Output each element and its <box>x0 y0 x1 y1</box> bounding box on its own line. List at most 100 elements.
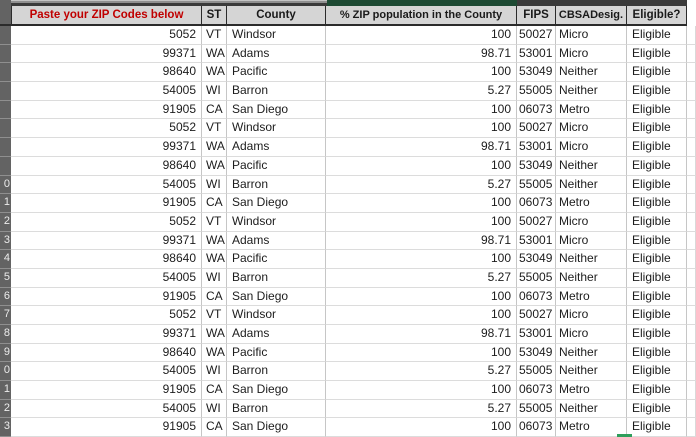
cell-eligible[interactable]: Eligible <box>627 156 687 176</box>
cell-county[interactable]: San Diego <box>227 194 326 213</box>
cell-empty[interactable] <box>687 231 696 251</box>
cell-empty[interactable] <box>687 306 696 325</box>
cell-zip[interactable]: 5052 <box>11 26 202 45</box>
cell-empty[interactable] <box>687 82 696 101</box>
cell-zip[interactable]: 54005 <box>11 82 202 101</box>
cell-zip[interactable]: 91905 <box>11 100 202 120</box>
cell-cbsa[interactable]: Micro <box>556 306 627 325</box>
cell-fips[interactable]: 50027 <box>517 212 556 232</box>
cell-county[interactable]: Barron <box>227 362 326 382</box>
cell-zip[interactable]: 99371 <box>11 231 202 251</box>
cell-pct[interactable]: 98.71 <box>326 44 517 64</box>
cell-cbsa[interactable]: Metro <box>556 194 627 213</box>
cell-fips[interactable]: 06073 <box>517 381 556 400</box>
cell-state[interactable]: WA <box>202 231 227 251</box>
cell-empty[interactable] <box>687 381 696 400</box>
cell-zip[interactable]: 5052 <box>11 119 202 139</box>
cell-empty[interactable] <box>687 175 696 195</box>
cell-pct[interactable]: 100 <box>326 63 517 83</box>
cell-pct[interactable]: 100 <box>326 250 517 269</box>
cell-eligible[interactable]: Eligible <box>627 418 687 437</box>
cell-zip[interactable]: 5052 <box>11 306 202 325</box>
cell-pct[interactable]: 100 <box>326 381 517 400</box>
column-header-zip[interactable]: Paste your ZIP Codes below <box>11 6 202 26</box>
cell-eligible[interactable]: Eligible <box>627 100 687 120</box>
cell-eligible[interactable]: Eligible <box>627 194 687 213</box>
cell-state[interactable]: WI <box>202 362 227 382</box>
cell-empty[interactable] <box>687 119 696 139</box>
cell-state[interactable]: WA <box>202 250 227 269</box>
row-number-cell[interactable] <box>0 100 11 120</box>
cell-county[interactable]: Windsor <box>227 306 326 325</box>
cell-cbsa[interactable]: Neither <box>556 399 627 419</box>
cell-pct[interactable]: 100 <box>326 418 517 437</box>
cell-county[interactable]: Barron <box>227 82 326 101</box>
cell-eligible[interactable]: Eligible <box>627 287 687 307</box>
row-number-cell[interactable]: 4 <box>0 250 11 269</box>
row-number-cell[interactable]: 3 <box>0 418 11 437</box>
cell-empty[interactable] <box>687 287 696 307</box>
cell-fips[interactable]: 53049 <box>517 63 556 83</box>
cell-zip[interactable]: 98640 <box>11 343 202 363</box>
cell-eligible[interactable]: Eligible <box>627 250 687 269</box>
cell-county[interactable]: Adams <box>227 138 326 157</box>
cell-pct[interactable]: 98.71 <box>326 325 517 344</box>
cell-eligible[interactable]: Eligible <box>627 138 687 157</box>
cell-zip[interactable]: 99371 <box>11 44 202 64</box>
cell-state[interactable]: WI <box>202 268 227 288</box>
row-number-cell[interactable]: 5 <box>0 268 11 288</box>
cell-eligible[interactable]: Eligible <box>627 175 687 195</box>
row-number-cell[interactable]: 0 <box>0 362 11 382</box>
column-header-cbsa[interactable]: CBSADesig. <box>556 6 627 26</box>
cell-cbsa[interactable]: Neither <box>556 250 627 269</box>
cell-zip[interactable]: 54005 <box>11 362 202 382</box>
row-number-cell[interactable] <box>0 119 11 139</box>
cell-zip[interactable]: 54005 <box>11 175 202 195</box>
cell-zip[interactable]: 98640 <box>11 156 202 176</box>
cell-empty[interactable] <box>687 325 696 344</box>
cell-eligible[interactable]: Eligible <box>627 26 687 45</box>
cell-fips[interactable]: 53001 <box>517 44 556 64</box>
cell-empty[interactable] <box>687 362 696 382</box>
cell-pct[interactable]: 100 <box>326 287 517 307</box>
cell-state[interactable]: VT <box>202 26 227 45</box>
cell-fips[interactable]: 55005 <box>517 268 556 288</box>
cell-zip[interactable]: 99371 <box>11 138 202 157</box>
cell-pct[interactable]: 100 <box>326 100 517 120</box>
cell-empty[interactable] <box>687 268 696 288</box>
cell-empty[interactable] <box>687 44 696 64</box>
cell-pct[interactable]: 5.27 <box>326 362 517 382</box>
cell-county[interactable]: Adams <box>227 325 326 344</box>
cell-state[interactable]: WA <box>202 343 227 363</box>
cell-empty[interactable] <box>687 63 696 83</box>
column-header-pct[interactable]: % ZIP population in the County <box>326 6 517 26</box>
cell-state[interactable]: CA <box>202 194 227 213</box>
cell-zip[interactable]: 91905 <box>11 418 202 437</box>
cell-empty[interactable] <box>687 100 696 120</box>
cell-cbsa[interactable]: Metro <box>556 100 627 120</box>
row-number-cell[interactable]: 1 <box>0 194 11 213</box>
cell-county[interactable]: Barron <box>227 268 326 288</box>
column-header-eligible[interactable]: Eligible? <box>627 6 687 26</box>
cell-empty[interactable] <box>687 194 696 213</box>
cell-pct[interactable]: 100 <box>326 212 517 232</box>
cell-fips[interactable]: 53049 <box>517 343 556 363</box>
cell-cbsa[interactable]: Metro <box>556 287 627 307</box>
cell-county[interactable]: San Diego <box>227 100 326 120</box>
cell-state[interactable]: CA <box>202 287 227 307</box>
cell-empty[interactable] <box>687 418 696 437</box>
cell-eligible[interactable]: Eligible <box>627 306 687 325</box>
cell-county[interactable]: Windsor <box>227 119 326 139</box>
cell-state[interactable]: WI <box>202 175 227 195</box>
cell-cbsa[interactable]: Micro <box>556 325 627 344</box>
cell-fips[interactable]: 06073 <box>517 100 556 120</box>
cell-eligible[interactable]: Eligible <box>627 44 687 64</box>
cell-cbsa[interactable]: Micro <box>556 231 627 251</box>
cell-cbsa[interactable]: Neither <box>556 82 627 101</box>
cell-state[interactable]: VT <box>202 212 227 232</box>
cell-cbsa[interactable]: Metro <box>556 381 627 400</box>
cell-eligible[interactable]: Eligible <box>627 212 687 232</box>
row-number-cell[interactable]: 0 <box>0 175 11 195</box>
cell-state[interactable]: WA <box>202 63 227 83</box>
row-number-cell[interactable]: 3 <box>0 231 11 251</box>
